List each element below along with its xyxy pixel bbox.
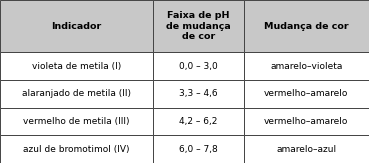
Text: vermelho–amarelo: vermelho–amarelo: [264, 117, 348, 126]
Text: alaranjado de metila (II): alaranjado de metila (II): [22, 89, 131, 98]
Bar: [0, 135, 153, 163]
Bar: [0, 52, 153, 80]
Bar: [244, 135, 369, 163]
Text: amarelo–azul: amarelo–azul: [276, 145, 336, 154]
Text: Mudança de cor: Mudança de cor: [264, 22, 349, 31]
Bar: [153, 135, 244, 163]
Bar: [153, 0, 244, 52]
Bar: [244, 108, 369, 135]
Text: violeta de metila (I): violeta de metila (I): [32, 61, 121, 71]
Text: Faixa de pH
de mudança
de cor: Faixa de pH de mudança de cor: [166, 11, 231, 41]
Bar: [244, 80, 369, 108]
Bar: [0, 108, 153, 135]
Text: Indicador: Indicador: [51, 22, 102, 31]
Text: azul de bromotimol (IV): azul de bromotimol (IV): [23, 145, 130, 154]
Bar: [244, 52, 369, 80]
Text: 4,2 – 6,2: 4,2 – 6,2: [179, 117, 217, 126]
Text: 3,3 – 4,6: 3,3 – 4,6: [179, 89, 218, 98]
Text: vermelho de metila (III): vermelho de metila (III): [23, 117, 130, 126]
Bar: [0, 80, 153, 108]
Text: amarelo–violeta: amarelo–violeta: [270, 61, 342, 71]
Bar: [244, 0, 369, 52]
Bar: [153, 52, 244, 80]
Bar: [0, 0, 153, 52]
Text: 6,0 – 7,8: 6,0 – 7,8: [179, 145, 218, 154]
Text: 0,0 – 3,0: 0,0 – 3,0: [179, 61, 218, 71]
Text: vermelho–amarelo: vermelho–amarelo: [264, 89, 348, 98]
Bar: [153, 80, 244, 108]
Bar: [153, 108, 244, 135]
